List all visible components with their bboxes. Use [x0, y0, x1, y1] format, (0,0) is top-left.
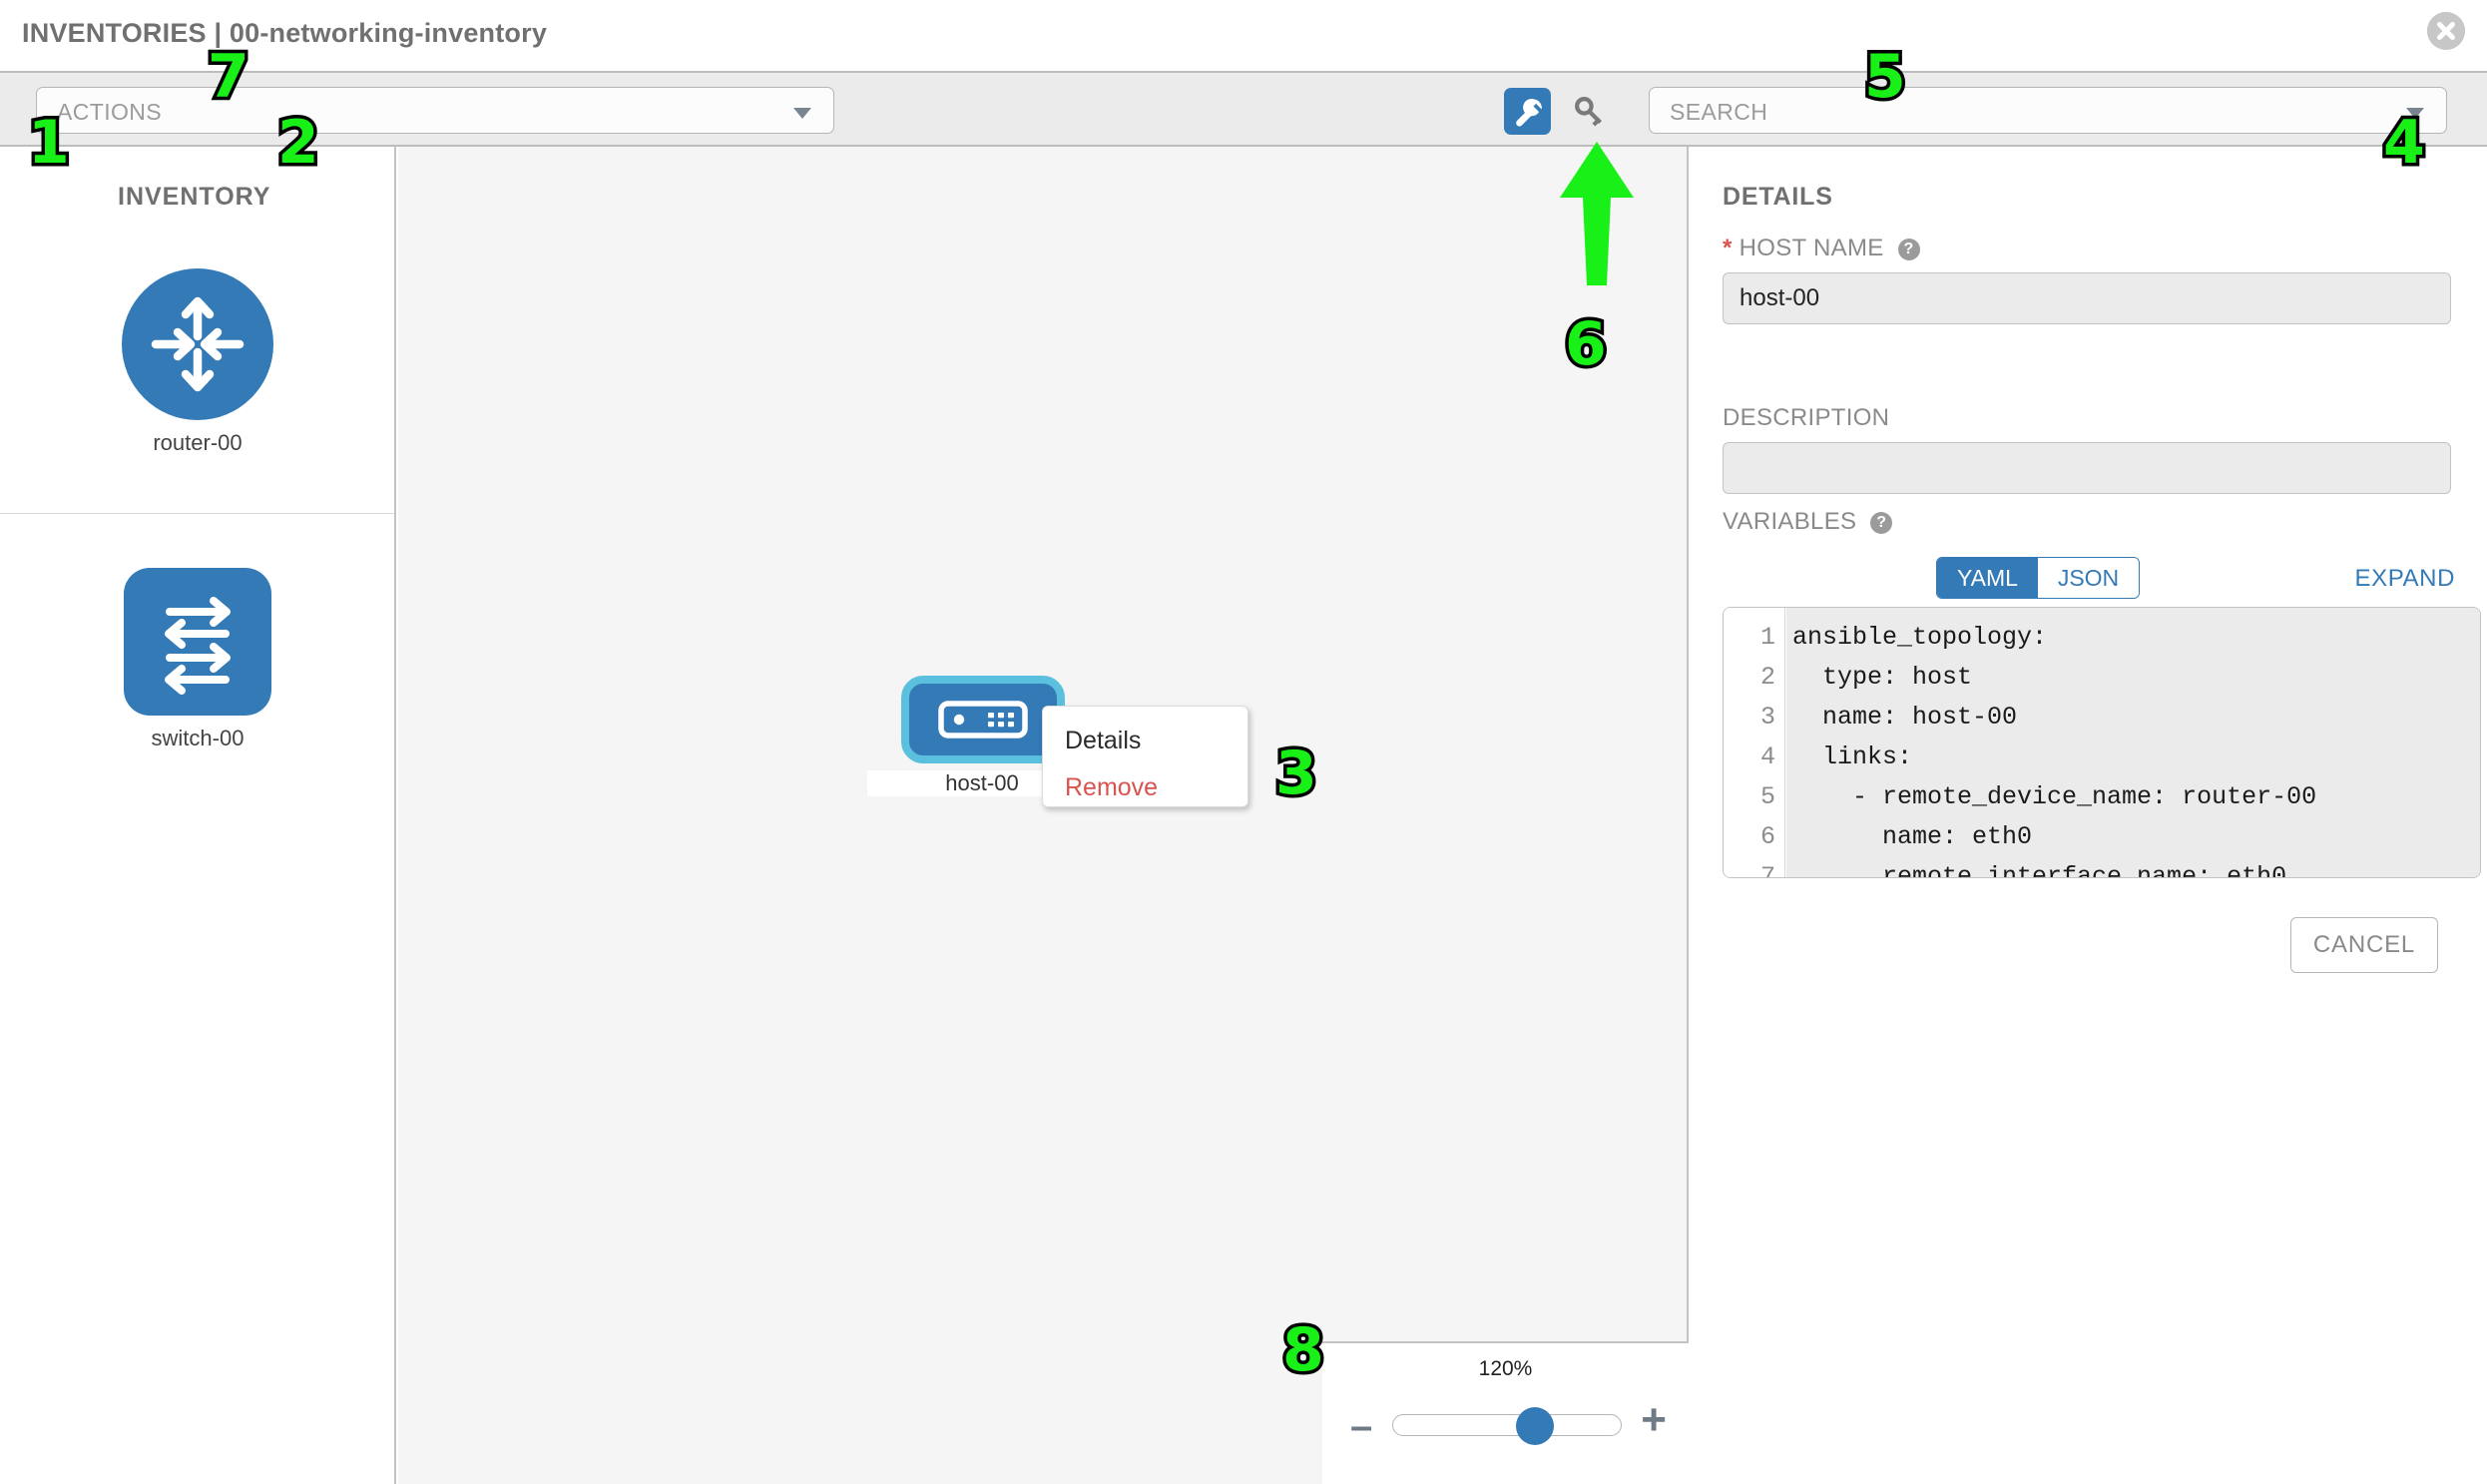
code-line: ansible_topology: [1792, 623, 2048, 652]
host-name-label: * HOST NAME ? [1723, 235, 1920, 262]
inventory-panel: INVENTORY router-00 [0, 147, 396, 1484]
code-line: type: host [1792, 663, 1973, 692]
gutter-line: 1 [1759, 623, 1775, 652]
description-label: DESCRIPTION [1723, 404, 1890, 431]
inventory-item-switch[interactable]: switch-00 [68, 568, 327, 751]
host-name-field[interactable] [1723, 272, 2451, 324]
switch-icon [124, 568, 271, 716]
gutter-line: 4 [1759, 742, 1775, 771]
inventory-divider [0, 513, 394, 514]
actions-dropdown-label: ACTIONS [57, 99, 163, 125]
topology-canvas[interactable]: host-00 Details Remove [398, 147, 1689, 1484]
wrench-icon[interactable] [1504, 88, 1551, 135]
canvas-node-host[interactable] [901, 676, 1065, 763]
details-panel-title: DETAILS [1723, 183, 1833, 211]
help-icon[interactable]: ? [1870, 512, 1893, 534]
code-line: name: host-00 [1792, 703, 2018, 732]
description-field[interactable] [1723, 442, 2451, 494]
required-asterisk: * [1723, 235, 1733, 261]
variables-format-toggle: YAML JSON [1936, 557, 2140, 599]
zoom-slider[interactable] [1392, 1407, 1622, 1445]
zoom-out-button[interactable]: – [1350, 1404, 1373, 1448]
window-header: INVENTORIES | 00-networking-inventory [0, 0, 2487, 71]
host-name-label-text: HOST NAME [1739, 235, 1884, 261]
variables-label: VARIABLES ? [1723, 508, 1893, 536]
gutter-line: 6 [1759, 822, 1775, 851]
variables-label-text: VARIABLES [1723, 508, 1857, 535]
context-menu-item-details[interactable]: Details [1065, 727, 1142, 754]
code-line: links: [1792, 742, 1913, 771]
zoom-in-button[interactable]: + [1641, 1395, 1667, 1444]
inventory-item-router[interactable]: router-00 [68, 268, 327, 456]
context-menu: Details Remove [1042, 706, 1248, 807]
code-line: - remote_device_name: router-00 [1792, 782, 2317, 811]
router-icon [122, 268, 273, 420]
zoom-percent-label: 120% [1478, 1357, 1533, 1380]
inventory-item-label: switch-00 [151, 726, 245, 750]
format-option-json[interactable]: JSON [2038, 558, 2139, 598]
gutter-line: 5 [1759, 782, 1775, 811]
zoom-slider-thumb[interactable] [1516, 1407, 1554, 1445]
search-input[interactable]: SEARCH [1649, 87, 2447, 134]
cancel-button[interactable]: CANCEL [2290, 917, 2438, 973]
actions-dropdown[interactable]: ACTIONS [36, 87, 834, 134]
zoom-control-panel: 120% – + [1322, 1341, 1689, 1484]
help-icon[interactable]: ? [1897, 239, 1920, 260]
code-line: remote_interface_name: eth0 [1792, 862, 2287, 878]
variables-code-editor[interactable]: 1 2 3 4 5 6 7 ansible_topology: type: ho… [1723, 607, 2481, 878]
context-menu-item-remove[interactable]: Remove [1065, 773, 1159, 801]
format-option-yaml[interactable]: YAML [1937, 558, 2038, 598]
chevron-down-icon [793, 108, 811, 119]
gutter-line: 3 [1759, 703, 1775, 732]
close-icon[interactable] [2427, 12, 2465, 50]
code-content[interactable]: ansible_topology: type: host name: host-… [1786, 608, 2480, 877]
expand-link[interactable]: EXPAND [2354, 565, 2455, 592]
zoom-slider-row: – + [1322, 1395, 1689, 1448]
page-title: INVENTORIES | 00-networking-inventory [22, 18, 548, 48]
code-line: name: eth0 [1792, 822, 2033, 851]
gutter-line: 7 [1759, 862, 1775, 878]
inventory-item-label: router-00 [153, 430, 243, 455]
inventory-panel-title: INVENTORY [118, 183, 271, 211]
main-body: INVENTORY router-00 [0, 147, 2487, 1484]
code-gutter: 1 2 3 4 5 6 7 [1724, 608, 1785, 877]
code-gutter-lines: 1 2 3 4 5 6 7 [1724, 618, 1784, 878]
code-lines: ansible_topology: type: host name: host-… [1786, 618, 2480, 878]
key-icon[interactable] [1569, 91, 1611, 133]
search-placeholder: SEARCH [1670, 99, 1768, 125]
chevron-down-icon [2406, 108, 2424, 119]
gutter-line: 2 [1759, 663, 1775, 692]
toolbar: ACTIONS SEARCH [0, 71, 2487, 147]
